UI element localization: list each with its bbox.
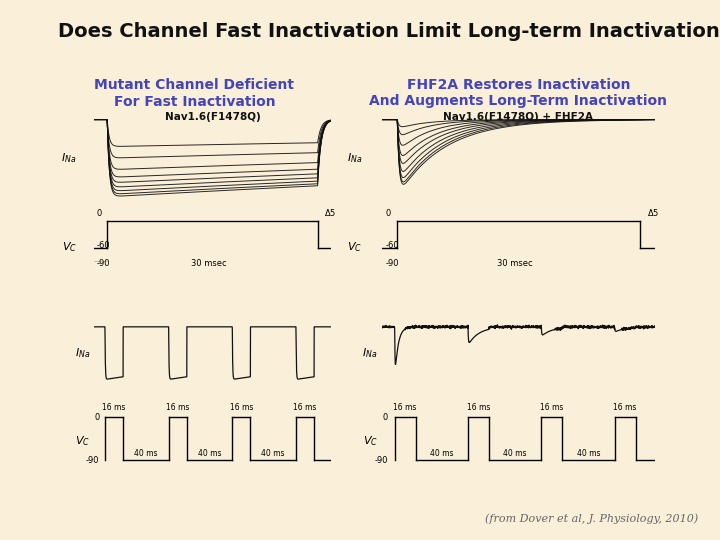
Text: (from Dover et al, J. Physiology, 2010): (from Dover et al, J. Physiology, 2010)	[485, 513, 698, 524]
Text: $I_{Na}$: $I_{Na}$	[61, 151, 76, 165]
Text: Nav1.6(F1478Q) + FHF2A: Nav1.6(F1478Q) + FHF2A	[444, 112, 593, 122]
Text: 40 ms: 40 ms	[198, 449, 221, 457]
Text: 16 ms: 16 ms	[102, 403, 126, 412]
Text: 40 ms: 40 ms	[134, 449, 158, 457]
Text: -60: -60	[385, 241, 399, 250]
Text: 16 ms: 16 ms	[393, 403, 417, 412]
Text: 40 ms: 40 ms	[430, 449, 454, 457]
Text: 40 ms: 40 ms	[261, 449, 285, 457]
Text: $\Delta$5: $\Delta$5	[325, 207, 337, 218]
Text: $\Delta$5: $\Delta$5	[647, 207, 660, 218]
Text: 30 msec: 30 msec	[192, 259, 227, 268]
Text: -60: -60	[97, 241, 111, 250]
Text: 16 ms: 16 ms	[467, 403, 490, 412]
Text: 30 msec: 30 msec	[497, 259, 532, 268]
Text: $V_{C}$: $V_{C}$	[75, 434, 90, 448]
Text: Mutant Channel Deficient
For Fast Inactivation: Mutant Channel Deficient For Fast Inacti…	[94, 78, 294, 109]
Text: $V_{C}$: $V_{C}$	[363, 434, 378, 448]
Text: -90: -90	[374, 456, 388, 465]
Text: Does Channel Fast Inactivation Limit Long-term Inactivation?: Does Channel Fast Inactivation Limit Lon…	[58, 22, 720, 40]
Text: 40 ms: 40 ms	[503, 449, 527, 457]
Text: 40 ms: 40 ms	[577, 449, 600, 457]
Text: $I_{Na}$: $I_{Na}$	[347, 151, 362, 165]
Text: 16 ms: 16 ms	[613, 403, 636, 412]
Text: $I_{Na}$: $I_{Na}$	[75, 346, 90, 360]
Text: -90: -90	[97, 259, 110, 268]
Text: $V_{C}$: $V_{C}$	[62, 241, 76, 254]
Text: $I_{Na}$: $I_{Na}$	[362, 346, 378, 360]
Text: $V_{C}$: $V_{C}$	[347, 241, 362, 254]
Text: FHF2A Restores Inactivation
And Augments Long-Term Inactivation: FHF2A Restores Inactivation And Augments…	[369, 78, 667, 109]
Text: 0: 0	[97, 210, 102, 218]
Text: 0: 0	[383, 413, 388, 422]
Text: Nav1.6(F1478Q): Nav1.6(F1478Q)	[165, 112, 260, 122]
Text: 0: 0	[94, 413, 99, 422]
Text: 16 ms: 16 ms	[293, 403, 317, 412]
Text: 16 ms: 16 ms	[230, 403, 253, 412]
Text: 16 ms: 16 ms	[166, 403, 189, 412]
Text: 16 ms: 16 ms	[540, 403, 564, 412]
Text: 0: 0	[385, 210, 391, 218]
Text: -90: -90	[86, 456, 99, 465]
Text: -90: -90	[385, 259, 399, 268]
